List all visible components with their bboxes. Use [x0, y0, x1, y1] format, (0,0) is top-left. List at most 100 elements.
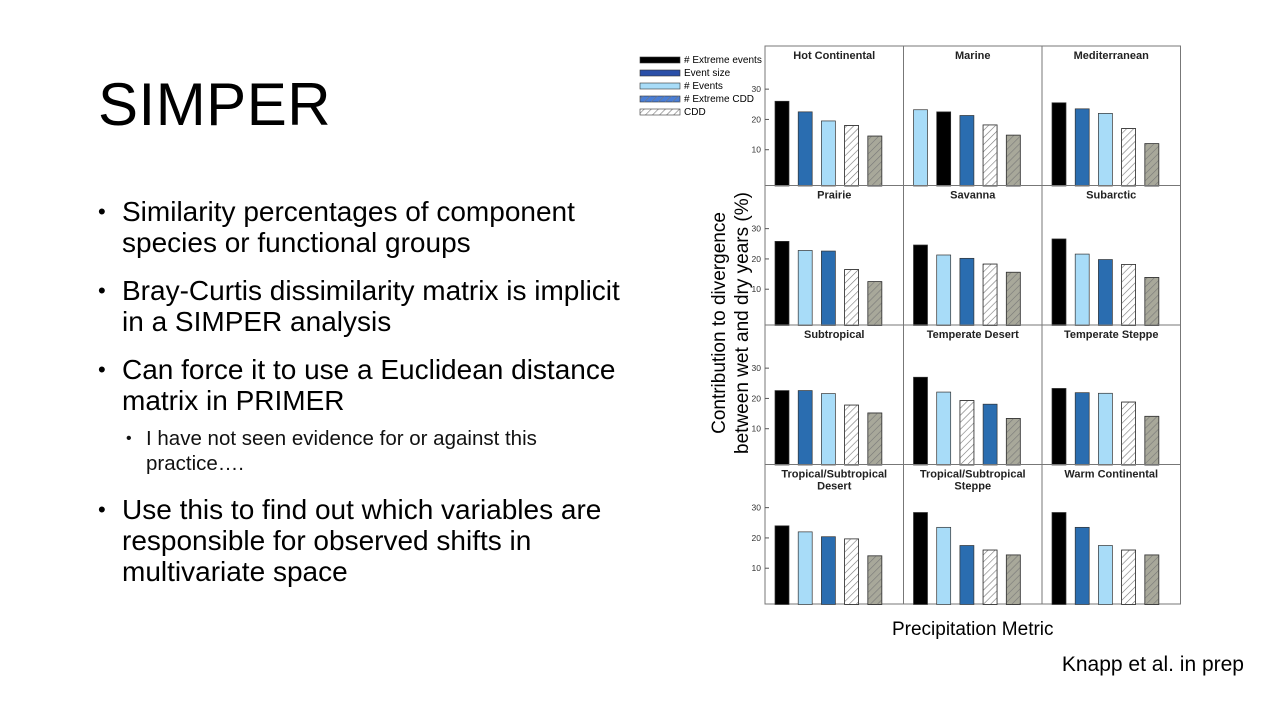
bullet-list: Similarity percentages of component spec… [98, 196, 638, 604]
bar-hatch [1005, 271, 1021, 326]
bullet-item: Bray-Curtis dissimilarity matrix is impl… [98, 275, 638, 337]
bar-hatch [844, 269, 859, 326]
y-tick-label: 30 [752, 503, 762, 513]
bar [821, 536, 836, 605]
legend-label: # Events [684, 81, 723, 92]
bar-hatch [844, 125, 859, 187]
legend-label: # Extreme CDD [684, 94, 754, 105]
bar [1098, 259, 1113, 326]
bar [1074, 253, 1090, 326]
bar [1098, 392, 1113, 466]
bar-hatch [1121, 128, 1136, 187]
panel-title: Prairie [817, 190, 851, 202]
bar [982, 403, 998, 466]
bar-hatch [1005, 418, 1021, 466]
bar [797, 111, 813, 187]
bar-hatch [982, 263, 998, 326]
bar [774, 100, 790, 187]
bar-hatch [867, 555, 883, 605]
bar [821, 393, 836, 466]
y-tick-label: 20 [752, 254, 762, 264]
legend-label: Event size [684, 68, 731, 79]
y-tick-label: 10 [752, 284, 762, 294]
legend-swatch-hatch [640, 96, 680, 102]
bar [1051, 238, 1067, 326]
bar [1074, 108, 1090, 187]
y-tick-label: 30 [752, 224, 762, 234]
panel-title: Desert [817, 481, 852, 493]
bullet-item: Can force it to use a Euclidean distance… [98, 354, 638, 416]
citation: Knapp et al. in prep [1061, 653, 1244, 676]
bar [797, 250, 813, 326]
legend-swatch [639, 108, 681, 116]
bar [959, 115, 975, 187]
y-tick-label: 30 [752, 363, 762, 373]
bar [936, 254, 952, 326]
bar-hatch [844, 538, 859, 605]
bar-hatch [1144, 554, 1160, 605]
y-axis-label: Contribution to divergence [709, 212, 730, 434]
bar [1051, 102, 1067, 187]
bar [959, 545, 975, 605]
bar [821, 250, 836, 326]
bar-hatch [1121, 549, 1136, 605]
legend-swatch [639, 56, 681, 64]
bar [959, 257, 975, 326]
bar-hatch [982, 124, 998, 187]
bar-chart-grid: # Extreme events Event size # Events # Extr… [639, 45, 1181, 640]
bar-hatch [1121, 264, 1136, 326]
bar [913, 376, 928, 466]
bar [913, 244, 928, 326]
y-tick-label: 10 [752, 424, 762, 434]
bar-hatch [1005, 554, 1021, 605]
y-axis-label: between wet and dry years (%) [732, 192, 753, 454]
bar [936, 391, 952, 466]
bar-hatch [959, 400, 975, 466]
y-tick-label: 20 [752, 393, 762, 403]
bullet-item: Similarity percentages of component spec… [98, 196, 638, 258]
panel-title: Mediterranean [1074, 50, 1149, 62]
legend-label: CDD [684, 107, 706, 118]
bar-hatch [844, 404, 859, 466]
sub-bullet-item: I have not seen evidence for or against … [98, 426, 638, 476]
legend-swatch [639, 69, 681, 77]
bar [1074, 526, 1090, 605]
bar [1051, 512, 1067, 605]
bar-hatch [867, 412, 883, 466]
bar-hatch [1121, 401, 1136, 466]
bar [774, 390, 790, 466]
bar [774, 525, 790, 605]
bar-hatch [867, 281, 883, 326]
slide-title: SIMPER [98, 71, 332, 138]
panel-title: Hot Continental [793, 50, 875, 62]
bar-hatch [1005, 134, 1021, 187]
x-axis-label: Precipitation Metric [892, 619, 1054, 640]
bar [797, 531, 813, 605]
bar [936, 111, 952, 187]
bar [1051, 388, 1067, 466]
bar-hatch [1144, 277, 1160, 326]
bar [913, 512, 928, 605]
y-tick-label: 20 [752, 114, 762, 124]
bar [913, 109, 928, 187]
bullet-item: Use this to find out which variables are… [98, 494, 638, 587]
panel-title: Subarctic [1086, 190, 1136, 202]
bar [1098, 113, 1113, 187]
bar [936, 526, 952, 605]
panel-title: Tropical/Subtropical [781, 469, 887, 481]
bar [1074, 392, 1090, 466]
panel-title: Temperate Desert [927, 329, 1019, 341]
panel-title: Subtropical [804, 329, 865, 341]
bar [797, 390, 813, 466]
y-tick-label: 10 [752, 145, 762, 155]
y-tick-label: 30 [752, 84, 762, 94]
legend-swatch [639, 82, 681, 90]
bar [821, 120, 836, 187]
y-tick-label: 20 [752, 533, 762, 543]
y-tick-label: 10 [752, 563, 762, 573]
bar [774, 241, 790, 326]
panel-title: Tropical/Subtropical [920, 469, 1026, 481]
panel-title: Marine [955, 50, 990, 62]
bar-hatch [867, 135, 883, 187]
panel-title: Savanna [950, 190, 996, 202]
